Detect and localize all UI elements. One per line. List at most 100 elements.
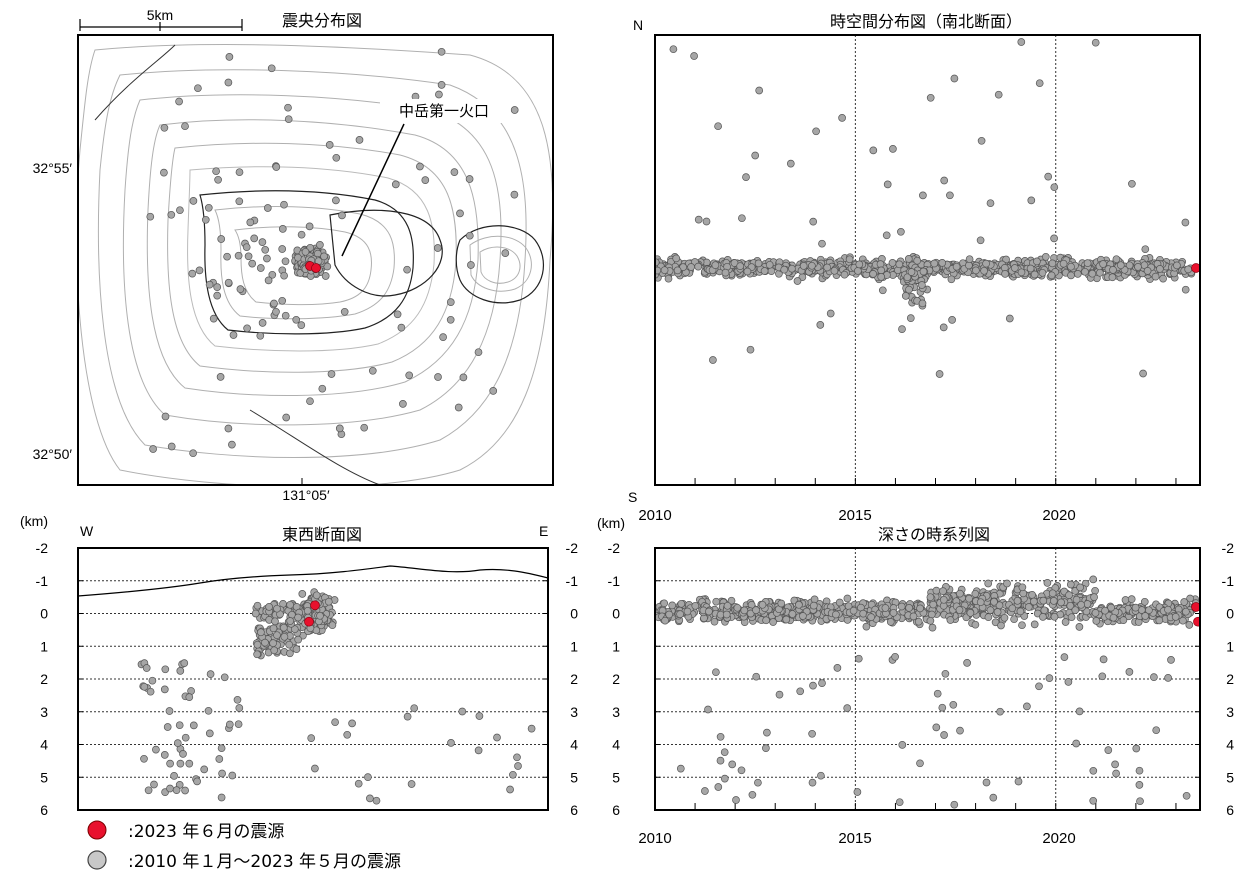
st-hypocenter-gray: [808, 261, 816, 270]
st-xtick-2020: 2020: [1042, 507, 1075, 524]
dt-hypocenter-gray: [1083, 600, 1092, 608]
dt-hypocenter-gray: [895, 798, 904, 807]
map-epicenter-gray: [434, 373, 442, 381]
ew-hypocenter-gray: [185, 759, 194, 768]
map-epicenter-gray: [268, 270, 277, 279]
dt-hypocenter-gray: [752, 672, 761, 681]
depth-label-left: 3: [612, 704, 620, 720]
ew-hypocenter-gray: [307, 734, 316, 742]
dt-hypocenter-gray: [986, 606, 995, 614]
st-hypocenter-gray: [918, 299, 927, 308]
ew-hypocenter-gray: [270, 646, 279, 655]
st-hypocenter-gray: [950, 74, 959, 83]
ew-hypocenter-gray: [403, 712, 412, 721]
st-hypocenter-gray: [1099, 260, 1107, 268]
dt-hypocenter-gray: [1112, 769, 1120, 778]
dt-hypocenter-gray: [1060, 653, 1069, 661]
ew-hypocenter-gray: [294, 613, 302, 622]
legend: :2023 年６月の震源 :2010 年１月～2023 年５月の震源: [87, 820, 401, 872]
dt-hypocenter-gray: [916, 604, 924, 613]
dt-hypocenter-gray: [905, 604, 913, 612]
map-epicenter-gray: [224, 424, 233, 433]
dt-hypocenter-gray: [939, 587, 947, 595]
dt-hypocenter-gray: [1023, 702, 1031, 711]
st-hypocenter-gray: [938, 259, 947, 267]
depth-label-right: 0: [570, 606, 578, 622]
dt-hypocenter-gray: [881, 604, 890, 612]
depth-label-right: 1: [570, 638, 578, 654]
dt-hypocenter-gray: [701, 787, 709, 795]
depth-label-right: 4: [1226, 737, 1234, 753]
ew-hypocenter-gray: [170, 772, 178, 780]
dt-hypocenter-gray: [1121, 596, 1130, 604]
depth-label-left: -2: [36, 540, 49, 556]
dt-hypocenter-gray: [1135, 766, 1144, 775]
ew-hypocenter-gray: [294, 635, 303, 644]
st-hypocenter-gray: [882, 231, 891, 240]
st-hypocenter-gray: [926, 93, 935, 102]
map-epicenter-gray: [416, 162, 424, 171]
dt-hypocenter-gray: [1104, 746, 1113, 754]
st-hypocenter-gray: [1181, 285, 1190, 294]
st-hypocenter-gray: [1108, 273, 1117, 282]
ew-hypocenter-gray: [298, 590, 307, 598]
st-hypocenter-gray: [1081, 267, 1089, 276]
st-hypocenter-gray: [799, 262, 808, 270]
map-epicenter-gray: [459, 373, 468, 382]
ew-hypocenter-gray: [279, 623, 288, 632]
st-hypocenter-gray: [982, 259, 990, 268]
dt-hypocenter-gray: [1016, 607, 1025, 616]
dt-hypocenter-gray: [1030, 597, 1038, 606]
legend-red-text: :2023 年６月の震源: [128, 822, 284, 842]
st-x-ticks: [654, 478, 1177, 485]
dt-hypocenter-gray: [971, 589, 980, 598]
st-hypocenter-gray: [830, 266, 839, 275]
dt-hypocenter-gray: [818, 679, 826, 687]
st-hypocenter-gray: [901, 292, 910, 300]
depth-label-left: 5: [612, 769, 620, 785]
dt-hypocenter-gray: [891, 652, 899, 661]
map-epicenter-gray: [256, 264, 265, 272]
scale-bar: 5km: [79, 7, 243, 31]
map-epicenter-gray: [224, 78, 233, 87]
dt-hypocenter-gray: [1179, 616, 1187, 625]
dt-hypocenter-gray: [1064, 678, 1073, 686]
st-hypocenter-gray: [1067, 262, 1075, 271]
ew-hypocenter-gray: [142, 664, 151, 672]
map-epicenter-gray: [272, 163, 281, 171]
legend-gray-text: :2010 年１月～2023 年５月の震源: [128, 852, 401, 872]
map-epicenter-gray: [235, 197, 244, 206]
dt-unit-label: (km): [597, 515, 625, 531]
ew-hypocenter-gray: [366, 794, 374, 803]
map-epicenter-gray: [501, 249, 510, 257]
map-epicenter-gray: [223, 252, 231, 261]
map-epicenter-gray: [246, 218, 255, 227]
st-hypocenter-gray: [1017, 38, 1026, 46]
ew-hypocenter-gray: [165, 707, 174, 715]
ew-hypocenter-gray: [447, 739, 455, 747]
ew-hypocenter-gray: [343, 730, 352, 739]
dt-hypocenter-gray: [996, 707, 1004, 716]
map-epicenter-gray: [270, 299, 278, 308]
st-hypocenter-gray: [694, 262, 703, 271]
st-hypocenter-gray: [812, 127, 820, 136]
ew-hypocenter-gray: [265, 603, 273, 611]
dt-hypocenter-gray: [1014, 777, 1023, 786]
dt-title: 深さの時系列図: [878, 525, 990, 544]
ew-hypocenter-gray: [331, 718, 339, 727]
map-epicenter-gray: [282, 413, 291, 422]
st-hypocenter-gray: [780, 265, 789, 274]
st-hypocenter-gray: [919, 267, 928, 276]
depth-label-right: 4: [570, 737, 578, 753]
dt-hypocenter-gray: [982, 778, 991, 787]
dt-hypocenter-gray: [723, 601, 732, 610]
dt-hypocenter-gray: [1049, 597, 1058, 605]
map-epicenter-gray: [161, 412, 170, 421]
st-hypocenter-gray: [913, 256, 922, 265]
map-epicenter-gray: [228, 440, 236, 449]
dt-hypocenter-gray: [832, 610, 840, 619]
dt-hypocenter-red: [1193, 616, 1200, 627]
map-epicenter-gray: [305, 222, 314, 231]
st-hypocenter-gray: [905, 285, 913, 294]
depth-label-right: -1: [1222, 573, 1235, 589]
